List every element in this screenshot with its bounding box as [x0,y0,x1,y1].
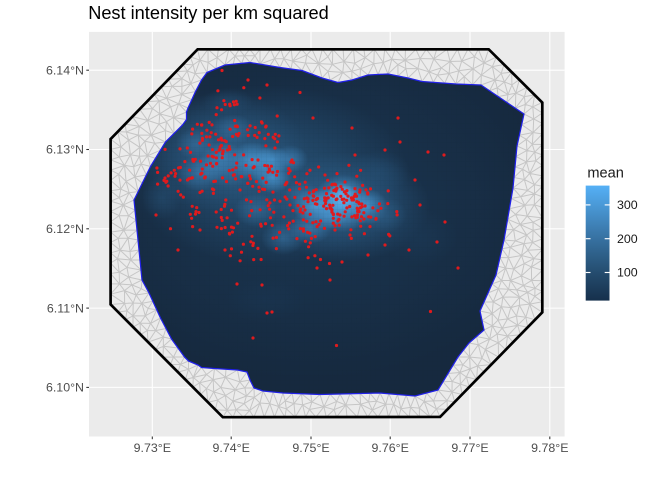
svg-text:Nest intensity per km squared: Nest intensity per km squared [88,3,329,23]
svg-text:9.78°E: 9.78°E [531,441,568,455]
svg-text:6.10°N: 6.10°N [46,381,84,395]
svg-text:6.12°N: 6.12°N [46,222,84,236]
svg-text:9.75°E: 9.75°E [292,441,329,455]
svg-text:9.76°E: 9.76°E [372,441,409,455]
svg-text:200: 200 [617,232,638,246]
svg-text:mean: mean [587,166,624,182]
svg-text:6.13°N: 6.13°N [46,143,84,157]
svg-text:300: 300 [617,198,638,212]
svg-text:6.14°N: 6.14°N [46,63,84,77]
svg-text:6.11°N: 6.11°N [47,301,84,315]
svg-text:100: 100 [617,266,638,280]
svg-text:9.74°E: 9.74°E [213,441,250,455]
svg-text:9.73°E: 9.73°E [134,441,171,455]
svg-text:9.77°E: 9.77°E [451,441,488,455]
